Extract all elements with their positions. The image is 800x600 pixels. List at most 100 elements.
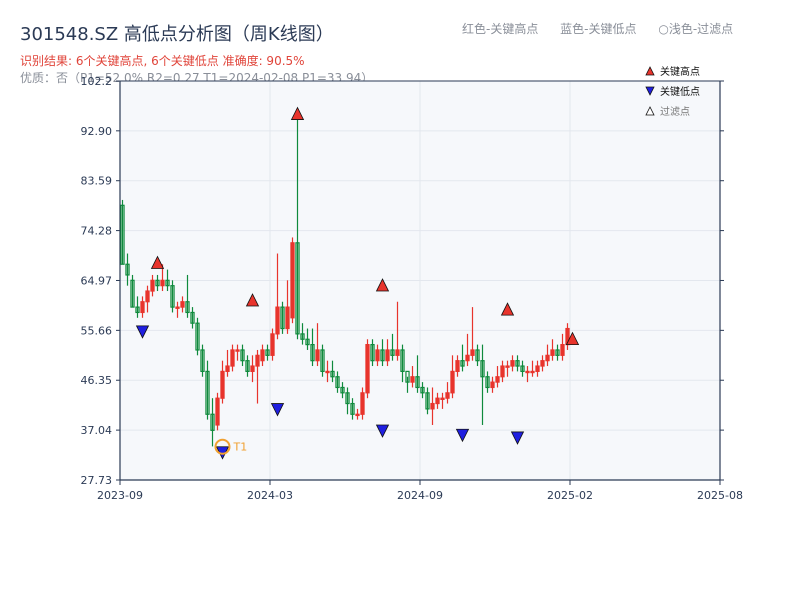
candle-body [245,360,250,372]
candle-body [210,413,215,431]
candle-body [385,349,390,362]
candle-body [410,376,415,383]
legend-low-icon [645,86,655,96]
candle-body [405,370,410,383]
key-high-marker [375,278,390,292]
candle-body [195,322,200,351]
candle-body [400,349,405,372]
color-legend: 红色-关键高点 蓝色-关键低点 ○浅色-过滤点 [462,20,751,37]
candle-body [295,242,300,335]
candle-body [220,370,225,399]
candle-body [475,349,480,362]
candle-body [260,349,265,362]
candle-body [120,204,125,265]
legend-high-label: 关键高点 [660,65,700,78]
key-low-marker [135,325,150,339]
candle-body [300,333,305,340]
t1-ring [214,438,231,455]
candle-body [270,333,275,356]
candle-body [170,285,175,308]
candle-body [285,306,290,330]
candle-body [430,402,435,410]
candle-body [355,413,360,417]
candle-body [320,349,325,372]
candle-body [445,392,450,399]
candle-body [160,279,165,287]
candle-body [420,386,425,394]
key-low-marker [455,428,470,443]
candle-body [480,360,485,378]
y-tick-label: 37.04 [81,424,113,437]
legend-high-icon [645,66,655,76]
candle-body [350,402,355,415]
candle-body [135,306,140,314]
legend-low-label: 关键低点 [660,85,700,98]
candle-body [520,365,525,372]
candle-body [365,344,370,394]
candle-body [500,365,505,378]
candle-body [345,392,350,405]
candle-body [560,344,565,356]
legend-light-text: ○浅色-过滤点 [658,22,734,36]
candle-body [215,397,220,426]
result-summary: 识别结果: 6个关键高点, 6个关键低点 准确度: 90.5% [20,54,305,68]
candle-body [545,354,550,362]
candle-body [525,370,530,374]
candle-body [495,376,500,383]
x-tick-label: 2025-08 [697,489,743,502]
candle-body [130,279,135,308]
candle-body [255,354,260,367]
candle-body [325,370,330,374]
candle-body [380,349,385,362]
x-tick-label: 2024-09 [397,489,443,502]
y-tick-label: 92.90 [81,125,113,138]
candle-body [240,349,245,362]
candle-body [305,338,310,346]
key-high-marker [290,106,305,120]
candle-body [230,349,235,367]
candle-body [125,263,130,276]
candle-body [190,311,195,324]
candle-body [205,370,210,415]
candle-body [185,301,190,314]
candle-body [555,349,560,356]
candle-body [540,360,545,367]
legend-red-text: 红色-关键高点 [462,22,539,36]
candle-body [370,344,375,362]
candle-body [310,344,315,362]
candle-body [510,360,515,367]
candle-body [535,365,540,372]
y-tick-label: 27.73 [81,474,113,487]
candle-body [200,349,205,372]
candle-body [455,360,460,372]
candle-body [165,279,170,287]
candle-body [155,279,160,287]
candle-body [470,349,475,356]
candle-body [315,349,320,362]
candle-body [415,376,420,389]
candle-body [235,349,240,352]
candle-body [265,349,270,356]
candle-body [140,301,145,314]
y-tick-label: 102.2 [81,75,113,88]
candle-body [340,386,345,394]
y-tick-label: 83.59 [81,175,113,188]
candle-body [330,370,335,378]
key-high-marker [245,293,260,307]
key-low-marker [375,424,390,438]
key-low-marker [510,431,525,445]
candle-body [465,354,470,362]
candle-body [515,360,520,367]
candle-body [550,349,555,356]
candle-body [460,360,465,367]
candle-body [275,306,280,335]
candle-body [390,349,395,356]
candle-body [225,365,230,372]
legend-filtered-icon [645,106,655,116]
chart-title: 301548.SZ 高低点分析图（周K线图） [20,24,334,45]
legend-filtered-label: 过滤点 [660,105,690,118]
candle-body [395,349,400,356]
t1-label: T1 [233,441,248,454]
candle-body [435,397,440,405]
